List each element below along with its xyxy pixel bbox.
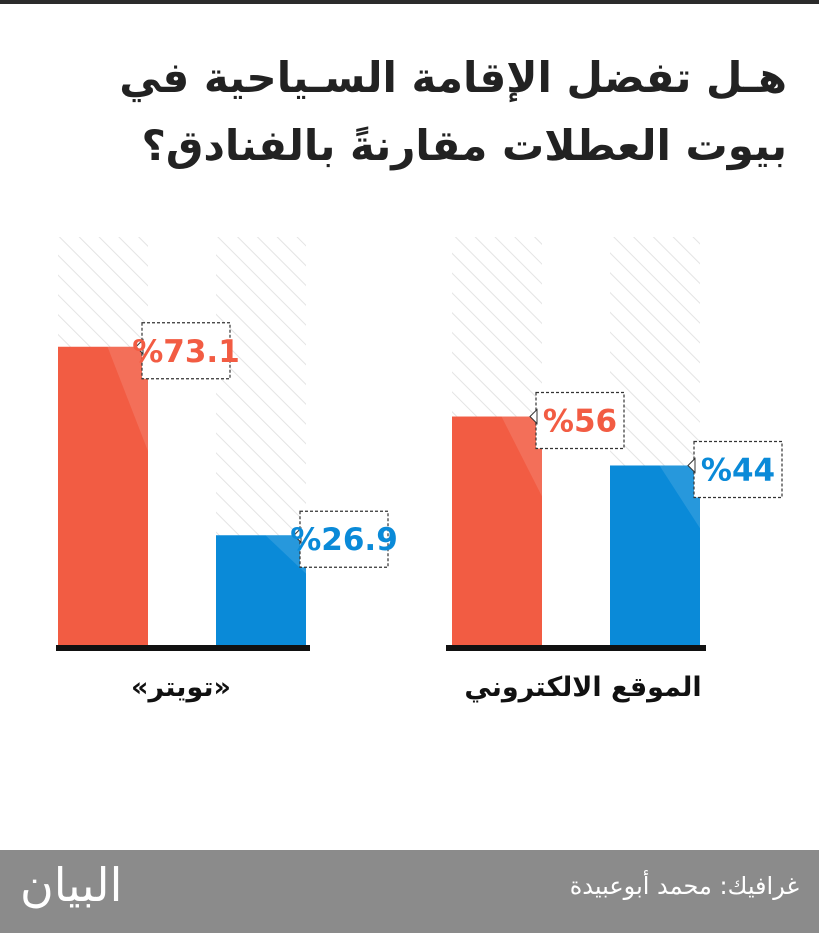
axis-baseline-twitter <box>56 645 310 651</box>
bar-shine-website-no <box>501 416 542 497</box>
bar-twitter-no <box>58 346 148 645</box>
category-label-twitter: «تويتر» <box>131 672 231 703</box>
bar-website-yes <box>610 465 700 645</box>
chart-title: هـل تفضل الإقامة السـياحية في بيوت العطل… <box>27 44 787 180</box>
legend-no: لا <box>194 767 211 792</box>
graphic-credit: غرافيك: محمد أبوعبيدة <box>569 872 799 900</box>
value-label-website-no: %56 <box>543 404 617 440</box>
value-callout-pointer-twitter-yes <box>293 527 302 544</box>
category-label-website: الموقع الالكتروني <box>464 672 702 703</box>
footer: غرافيك: محمد أبوعبيدة البيان <box>0 850 819 933</box>
value-label-twitter-yes: %26.9 <box>290 522 398 558</box>
legend-yes: نعم <box>567 767 605 792</box>
value-label-website-yes: %44 <box>701 452 775 488</box>
title-line-2: بيوت العطلات مقارنةً بالفنادق؟ <box>141 121 787 170</box>
value-callout-pointer-twitter-no <box>135 338 144 355</box>
value-callout-pointer-website-yes <box>687 457 696 474</box>
bar-shine-website-yes <box>659 465 700 529</box>
bar-shine-twitter-yes <box>265 535 306 574</box>
value-label-twitter-no: %73.1 <box>132 334 240 370</box>
bar-shine-twitter-no <box>107 346 148 452</box>
labels-layer: %44 %56 %26.9 %73.1 <box>132 322 783 568</box>
value-callout-website-yes <box>693 440 783 499</box>
albayan-logo: البيان <box>20 858 123 912</box>
title-line-1: هـل تفضل الإقامة السـياحية في <box>119 53 787 102</box>
bar-website-no <box>452 416 542 645</box>
bars-layer <box>56 237 706 651</box>
axis-baseline-website <box>446 645 706 651</box>
value-callout-website-no <box>535 391 625 450</box>
top-rule <box>0 0 819 4</box>
value-callout-pointer-website-no <box>529 408 538 425</box>
value-callout-twitter-no <box>141 322 231 380</box>
bar-twitter-yes <box>216 535 306 645</box>
